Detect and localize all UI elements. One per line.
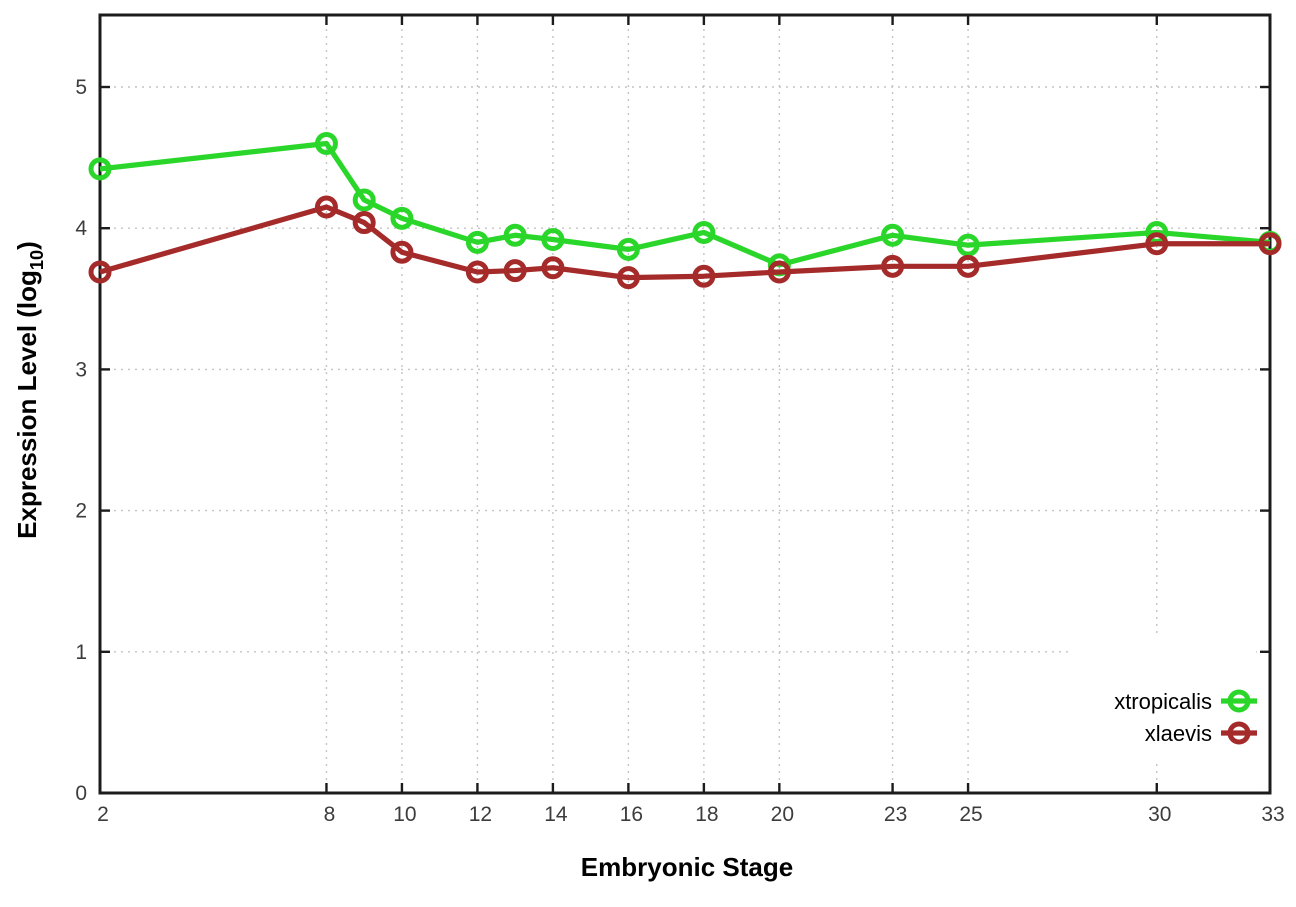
x-tick-label: 8: [324, 803, 336, 826]
legend-entry-xlaevis: xlaevis: [1145, 721, 1257, 746]
x-tick-label: 23: [884, 803, 907, 826]
data-point: [390, 206, 414, 230]
data-point: [465, 230, 489, 254]
data-point: [352, 188, 376, 212]
data-point: [616, 237, 640, 261]
y-tick-label: 0: [75, 782, 87, 805]
y-tick-label: 3: [75, 358, 87, 381]
data-point: [1258, 232, 1282, 256]
data-point: [314, 131, 338, 155]
legend-marker-icon: [1227, 689, 1251, 713]
x-tick-label: 10: [393, 803, 416, 826]
data-point: [503, 259, 527, 283]
series-line: [99, 140, 1271, 268]
data-series: [88, 131, 1282, 290]
data-point: [1145, 232, 1169, 256]
legend-label: xlaevis: [1145, 721, 1212, 746]
data-point: [767, 260, 791, 284]
data-point: [465, 260, 489, 284]
legend-label: xtropicalis: [1114, 689, 1212, 714]
x-tick-label: 16: [620, 803, 643, 826]
data-point: [541, 228, 565, 252]
x-tick-label: 30: [1148, 803, 1171, 826]
data-point: [88, 260, 112, 284]
data-point: [390, 240, 414, 264]
plot-border: [98, 13, 1272, 795]
x-tick-label: 33: [1261, 803, 1284, 826]
x-tick-label: 2: [97, 803, 109, 826]
x-tick-label: 14: [544, 803, 568, 826]
x-tick-label: 12: [469, 803, 492, 826]
data-point: [692, 264, 716, 288]
data-point: [314, 195, 338, 219]
legend-marker-icon: [1227, 721, 1251, 745]
data-point: [352, 211, 376, 235]
legend: xtropicalis xlaevis: [1114, 689, 1257, 746]
y-tick-label: 2: [75, 500, 87, 523]
data-point: [881, 254, 905, 278]
x-tick-label: 18: [695, 803, 718, 826]
x-axis-title: Embryonic Stage: [581, 852, 793, 882]
y-tick-label: 1: [75, 641, 87, 664]
y-axis-title: Expression Level (log10): [12, 241, 47, 539]
data-point: [881, 223, 905, 247]
data-point: [541, 256, 565, 280]
data-point: [692, 220, 716, 244]
x-tick-label: 20: [771, 803, 794, 826]
data-point: [956, 233, 980, 257]
y-tick-label: 5: [75, 76, 87, 99]
data-point: [616, 266, 640, 290]
series-xlaevis: [88, 195, 1282, 290]
data-point: [956, 254, 980, 278]
data-point: [88, 157, 112, 181]
x-tick-label: 25: [959, 803, 982, 826]
legend-entry-xtropicalis: xtropicalis: [1114, 689, 1257, 714]
series-line: [99, 204, 1270, 281]
data-point: [503, 223, 527, 247]
y-tick-label: 4: [75, 217, 87, 240]
